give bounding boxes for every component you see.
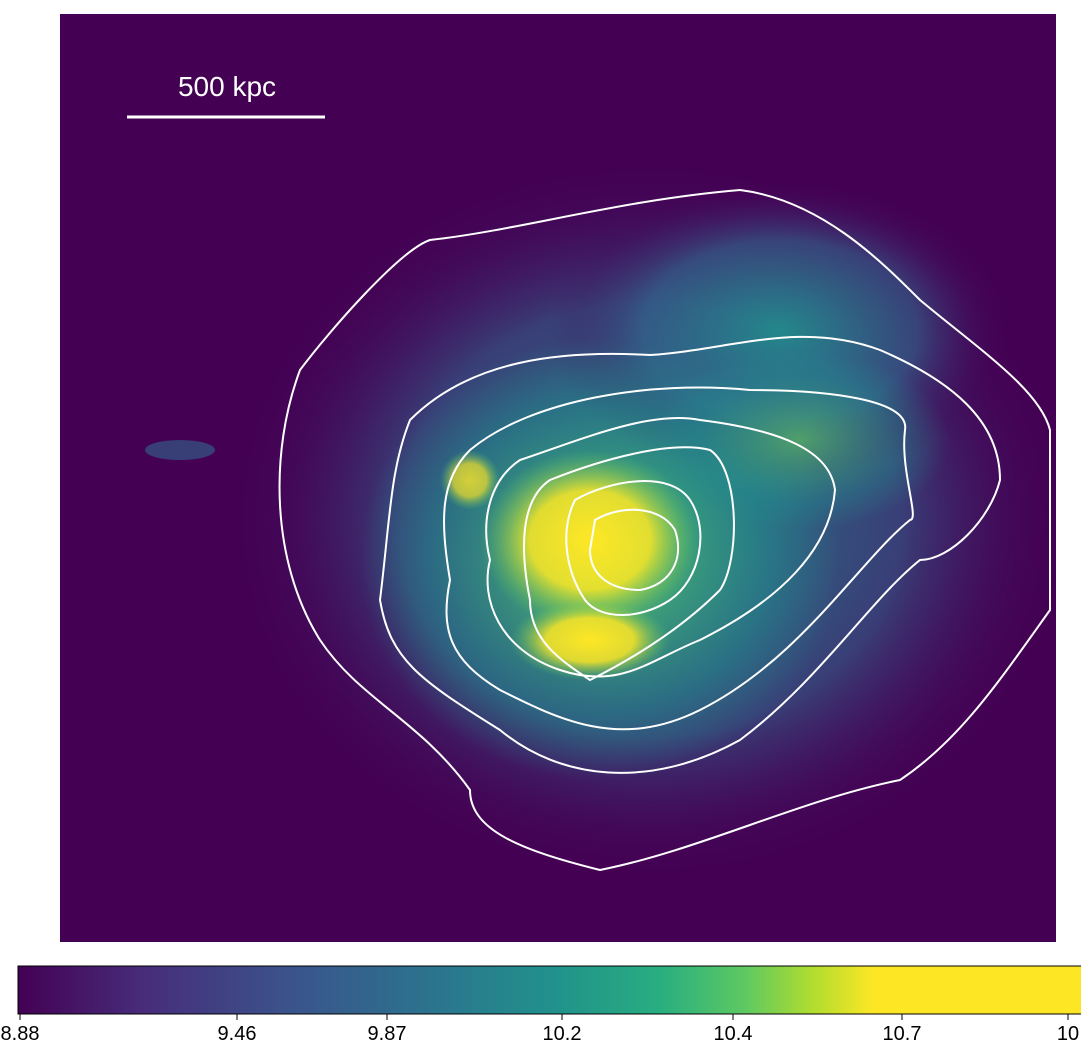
colorbar-tick-label: 10.7 [883, 1023, 922, 1041]
colorbar-tick-label: 9.46 [218, 1023, 257, 1041]
colorbar-tick-label: 8.88 [1, 1023, 40, 1041]
colorbar-tick-label: 10 [1057, 1023, 1079, 1041]
colorbar [18, 966, 1081, 1014]
figure: 500 kpc 8.88 9.46 9.87 10.2 10.4 10.7 10 [0, 0, 1081, 1041]
emission-filament [145, 440, 215, 460]
page: 500 kpc 8.889.469.8710.210.410.710 (() =… [0, 0, 1081, 1041]
colorbar-tick-label: 10.4 [714, 1023, 753, 1041]
map: 500 kpc [60, 14, 1070, 942]
colorbar-ticks: 8.88 9.46 9.87 10.2 10.4 10.7 10 [1, 1014, 1080, 1041]
scale-bar-label: 500 kpc [178, 71, 276, 102]
colorbar-tick-label: 9.87 [368, 1023, 407, 1041]
colorbar-tick-label: 10.2 [543, 1023, 582, 1041]
